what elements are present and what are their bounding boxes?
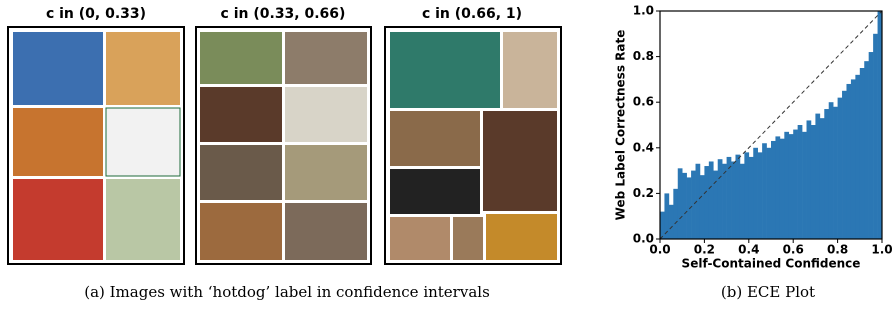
bar (740, 164, 745, 239)
page: c in (0, 0.33) c in (0.33, 0.66) c in (0… (0, 0, 896, 306)
bar (735, 155, 740, 239)
bar (731, 161, 736, 239)
bar (798, 125, 803, 239)
bar (709, 161, 714, 239)
bar (802, 132, 807, 239)
bar (780, 139, 785, 239)
caption: (b) ECE Plot (721, 283, 815, 301)
bar (793, 130, 798, 239)
bar (718, 159, 723, 239)
y-tick-label: 0.6 (633, 95, 654, 109)
bar (704, 166, 709, 239)
bar (771, 141, 776, 239)
x-tick-label: 0.6 (783, 243, 804, 257)
bar (762, 143, 767, 239)
bar (829, 102, 834, 239)
bar (873, 34, 878, 239)
x-tick-label: 0.4 (738, 243, 759, 257)
y-tick-label: 1.0 (633, 4, 654, 18)
y-tick-label: 0.2 (633, 186, 654, 200)
bar (838, 98, 843, 239)
caption: (a) Images with ‘hotdog’ label in confid… (84, 283, 490, 301)
y-tick-label: 0.4 (633, 140, 654, 154)
bar (687, 177, 692, 239)
x-axis-label: Self-Contained Confidence (682, 257, 861, 271)
x-tick-label: 1.0 (871, 243, 892, 257)
panel-title: c in (0.66, 1) (422, 6, 522, 22)
bar (749, 157, 754, 239)
bar (673, 189, 678, 239)
bar (855, 75, 860, 239)
bar (833, 107, 838, 239)
bar (820, 118, 825, 239)
bar (660, 212, 665, 239)
bar (775, 136, 780, 239)
image-panel (8, 27, 184, 264)
image-panel (196, 27, 371, 264)
image-panel (385, 27, 561, 264)
bar (869, 52, 874, 239)
bar (713, 171, 718, 239)
figure: c in (0, 0.33) c in (0.33, 0.66) c in (0… (0, 0, 896, 306)
x-tick-label: 0.0 (649, 243, 670, 257)
bar (678, 168, 683, 239)
bar (753, 148, 758, 239)
bar (864, 61, 869, 239)
bar (669, 205, 674, 239)
bar (727, 157, 732, 239)
panel-title: c in (0, 0.33) (46, 6, 146, 22)
bar (744, 152, 749, 239)
bar (851, 79, 856, 239)
panel-title: c in (0.33, 0.66) (221, 6, 346, 22)
bar (784, 132, 789, 239)
bar (767, 148, 772, 239)
bar (691, 171, 696, 239)
y-axis-label: Web Label Correctness Rate (614, 30, 628, 221)
bar (722, 164, 727, 239)
bar (811, 125, 816, 239)
x-tick-label: 0.2 (694, 243, 715, 257)
bar (807, 120, 812, 239)
bar (789, 134, 794, 239)
bar (758, 152, 763, 239)
y-tick-label: 0.8 (633, 49, 654, 63)
bar (842, 91, 847, 239)
bar (700, 175, 705, 239)
bar (824, 109, 829, 239)
bar (815, 114, 820, 239)
bar (846, 84, 851, 239)
bar (682, 173, 687, 239)
x-tick-label: 0.8 (827, 243, 848, 257)
bar (860, 68, 865, 239)
